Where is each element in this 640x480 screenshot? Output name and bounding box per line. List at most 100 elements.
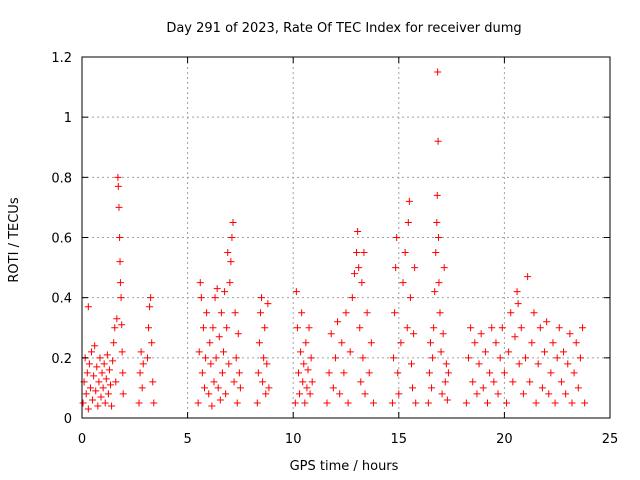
data-point <box>262 390 270 398</box>
data-point <box>231 309 239 317</box>
data-point <box>293 324 301 332</box>
data-point <box>304 366 312 374</box>
data-point <box>524 273 532 281</box>
data-point <box>467 324 475 332</box>
y-axis-title: ROTI / TECUs <box>7 197 22 282</box>
data-point <box>229 218 237 226</box>
data-point <box>215 333 223 341</box>
data-point <box>331 354 339 362</box>
data-point <box>435 279 443 287</box>
data-point <box>353 249 361 257</box>
data-point <box>443 396 451 404</box>
data-point <box>114 173 122 181</box>
x-tick-label: 25 <box>602 432 619 447</box>
data-point <box>355 264 363 272</box>
data-point <box>110 339 118 347</box>
data-point <box>226 279 234 287</box>
data-point <box>434 137 442 145</box>
data-point <box>114 182 122 190</box>
data-point <box>438 390 446 398</box>
data-point <box>264 300 272 308</box>
data-point <box>430 324 438 332</box>
y-tick-label: 0.4 <box>51 292 72 307</box>
data-point <box>299 378 307 386</box>
data-point <box>391 309 399 317</box>
data-point <box>390 354 398 362</box>
data-point <box>294 369 302 377</box>
data-point <box>100 360 108 368</box>
data-point <box>564 360 572 368</box>
y-tick-label: 1.2 <box>51 51 72 66</box>
data-point <box>139 360 147 368</box>
data-point <box>119 369 127 377</box>
data-point <box>92 387 100 395</box>
data-point <box>209 324 217 332</box>
data-point <box>359 354 367 362</box>
data-point <box>519 390 527 398</box>
data-point <box>500 369 508 377</box>
data-point <box>258 294 266 302</box>
data-point <box>346 348 354 356</box>
data-point <box>94 402 102 410</box>
data-point <box>105 366 113 374</box>
data-point <box>256 309 264 317</box>
data-point <box>517 324 525 332</box>
data-point <box>213 285 221 293</box>
data-point <box>96 354 104 362</box>
data-point <box>197 294 205 302</box>
data-point <box>135 399 143 407</box>
data-point <box>477 330 485 338</box>
data-point <box>369 399 377 407</box>
data-point <box>344 399 352 407</box>
data-point <box>494 390 502 398</box>
data-point <box>108 402 116 410</box>
data-point <box>97 393 105 401</box>
data-point <box>572 339 580 347</box>
chart-title: Day 291 of 2023, Rate Of TEC Index for r… <box>166 21 521 36</box>
data-point <box>86 384 94 392</box>
data-point <box>146 303 154 311</box>
data-point <box>254 369 262 377</box>
data-point <box>307 354 315 362</box>
data-point <box>360 249 368 257</box>
data-point <box>79 399 87 407</box>
data-point <box>230 378 238 386</box>
x-tick-label: 20 <box>496 432 513 447</box>
data-point <box>303 384 311 392</box>
data-point <box>298 309 306 317</box>
data-point <box>327 330 335 338</box>
data-point <box>225 360 233 368</box>
data-point <box>570 369 578 377</box>
data-point <box>562 390 570 398</box>
data-point <box>98 369 106 377</box>
data-point <box>116 234 124 241</box>
data-point <box>196 279 204 287</box>
data-point <box>393 234 401 241</box>
data-point <box>397 339 405 347</box>
data-point <box>116 279 124 287</box>
data-point <box>581 399 589 407</box>
data-point <box>206 339 214 347</box>
data-point <box>479 384 487 392</box>
data-point <box>205 390 213 398</box>
data-point <box>471 339 479 347</box>
data-point <box>118 348 126 356</box>
data-point <box>431 288 439 296</box>
data-point <box>392 264 400 272</box>
data-point <box>136 369 144 377</box>
data-point <box>526 378 534 386</box>
data-point <box>488 324 496 332</box>
data-point <box>302 339 310 347</box>
data-point <box>444 369 452 377</box>
data-point <box>198 369 206 377</box>
data-point <box>545 390 553 398</box>
data-point <box>259 378 267 386</box>
data-point <box>208 402 216 410</box>
data-point <box>222 390 230 398</box>
data-point <box>138 384 146 392</box>
data-point <box>505 348 513 356</box>
data-point <box>89 396 97 404</box>
data-point <box>437 348 445 356</box>
y-tick-label: 0.6 <box>51 232 72 247</box>
data-point <box>412 399 420 407</box>
